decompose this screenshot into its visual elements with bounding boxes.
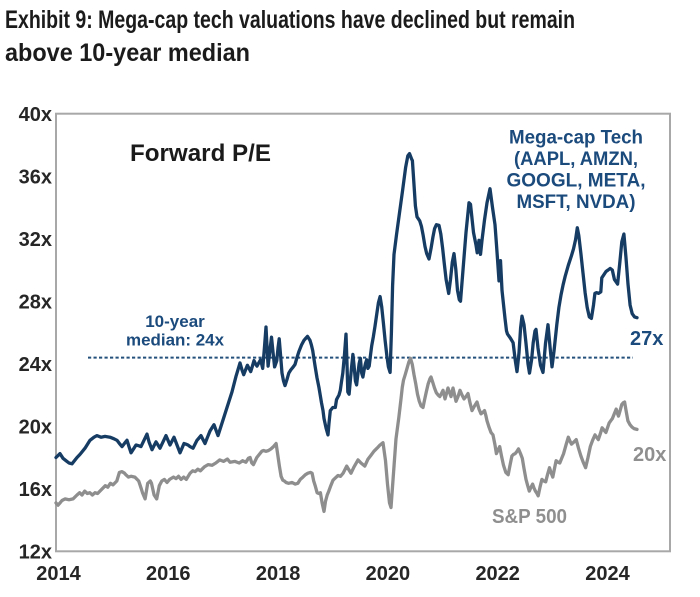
svg-text:20x: 20x	[633, 444, 666, 466]
svg-text:2018: 2018	[256, 563, 301, 585]
svg-text:MSFT, NVDA): MSFT, NVDA)	[517, 192, 636, 213]
svg-text:(AAPL, AMZN,: (AAPL, AMZN,	[514, 149, 638, 170]
svg-text:40x: 40x	[19, 104, 52, 126]
svg-text:12x: 12x	[19, 542, 52, 564]
svg-text:10-year: 10-year	[145, 312, 205, 331]
svg-text:27x: 27x	[630, 328, 663, 350]
svg-text:Mega-cap Tech: Mega-cap Tech	[509, 128, 643, 149]
svg-text:2020: 2020	[366, 563, 411, 585]
svg-text:2024: 2024	[585, 563, 630, 585]
svg-text:Forward P/E: Forward P/E	[130, 140, 271, 167]
svg-text:32x: 32x	[19, 229, 52, 251]
svg-text:16x: 16x	[19, 479, 52, 501]
svg-text:S&P 500: S&P 500	[492, 506, 567, 528]
svg-text:24x: 24x	[19, 354, 52, 376]
svg-text:2016: 2016	[146, 563, 191, 585]
svg-text:GOOGL, META,: GOOGL, META,	[507, 171, 646, 192]
svg-text:Exhibit 9: Mega-cap tech valua: Exhibit 9: Mega-cap tech valuations have…	[5, 6, 575, 34]
svg-text:20x: 20x	[19, 417, 52, 439]
svg-text:28x: 28x	[19, 291, 52, 313]
svg-text:median: 24x: median: 24x	[126, 330, 225, 349]
svg-text:36x: 36x	[19, 166, 52, 188]
svg-text:2022: 2022	[475, 563, 520, 585]
svg-text:above 10-year median: above 10-year median	[5, 39, 250, 67]
svg-text:2014: 2014	[36, 563, 81, 585]
